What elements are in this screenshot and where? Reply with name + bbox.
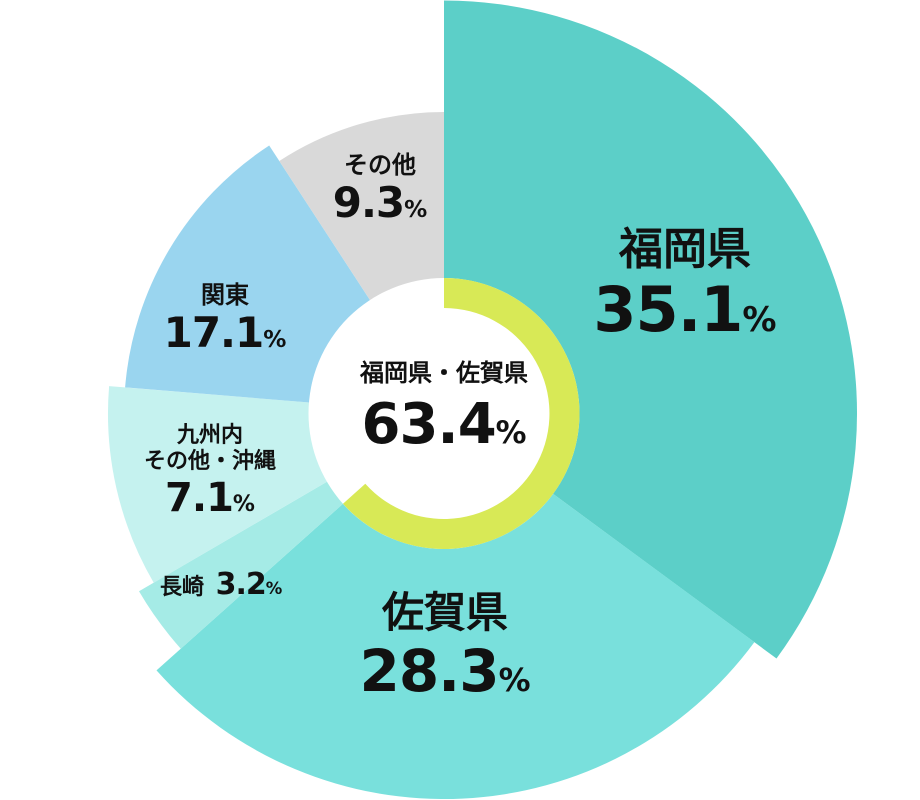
summary-ring	[343, 278, 580, 549]
label-other: その他 9.3%	[310, 152, 450, 227]
label-fukuoka-value: 35.1%	[593, 273, 777, 347]
label-kyushu-other-line1: 九州内	[176, 423, 243, 448]
label-nagasaki: 長崎 3.2%	[160, 568, 310, 601]
label-kanto-name: 関東	[201, 281, 249, 309]
slice-fukuoka	[444, 0, 858, 659]
label-saga-name: 佐賀県	[381, 588, 508, 637]
label-nagasaki-name: 長崎	[160, 575, 205, 600]
center-disc	[308, 278, 580, 549]
slice-saga	[156, 413, 755, 800]
label-center-value: 63.4%	[361, 392, 527, 458]
label-fukuoka: 福岡県 35.1%	[585, 224, 785, 347]
label-fukuoka-name: 福岡県	[619, 224, 751, 275]
label-kyushu-other-line2: その他・沖縄	[143, 449, 276, 475]
label-saga: 佐賀県 28.3%	[345, 588, 545, 706]
label-other-name: その他	[344, 151, 416, 179]
label-kyushu-other-value: 7.1%	[165, 475, 255, 522]
label-nagasaki-value: 3.2%	[215, 567, 283, 602]
label-center-name: 福岡県・佐賀県	[360, 359, 528, 387]
label-kanto-value: 17.1%	[163, 308, 287, 358]
label-saga-value: 28.3%	[359, 637, 531, 706]
label-center: 福岡県・佐賀県 63.4%	[334, 360, 554, 456]
label-kyushu-other: 九州内 その他・沖縄 7.1%	[120, 423, 300, 522]
label-kanto: 関東 17.1%	[155, 282, 295, 357]
label-other-value: 9.3%	[332, 178, 428, 228]
